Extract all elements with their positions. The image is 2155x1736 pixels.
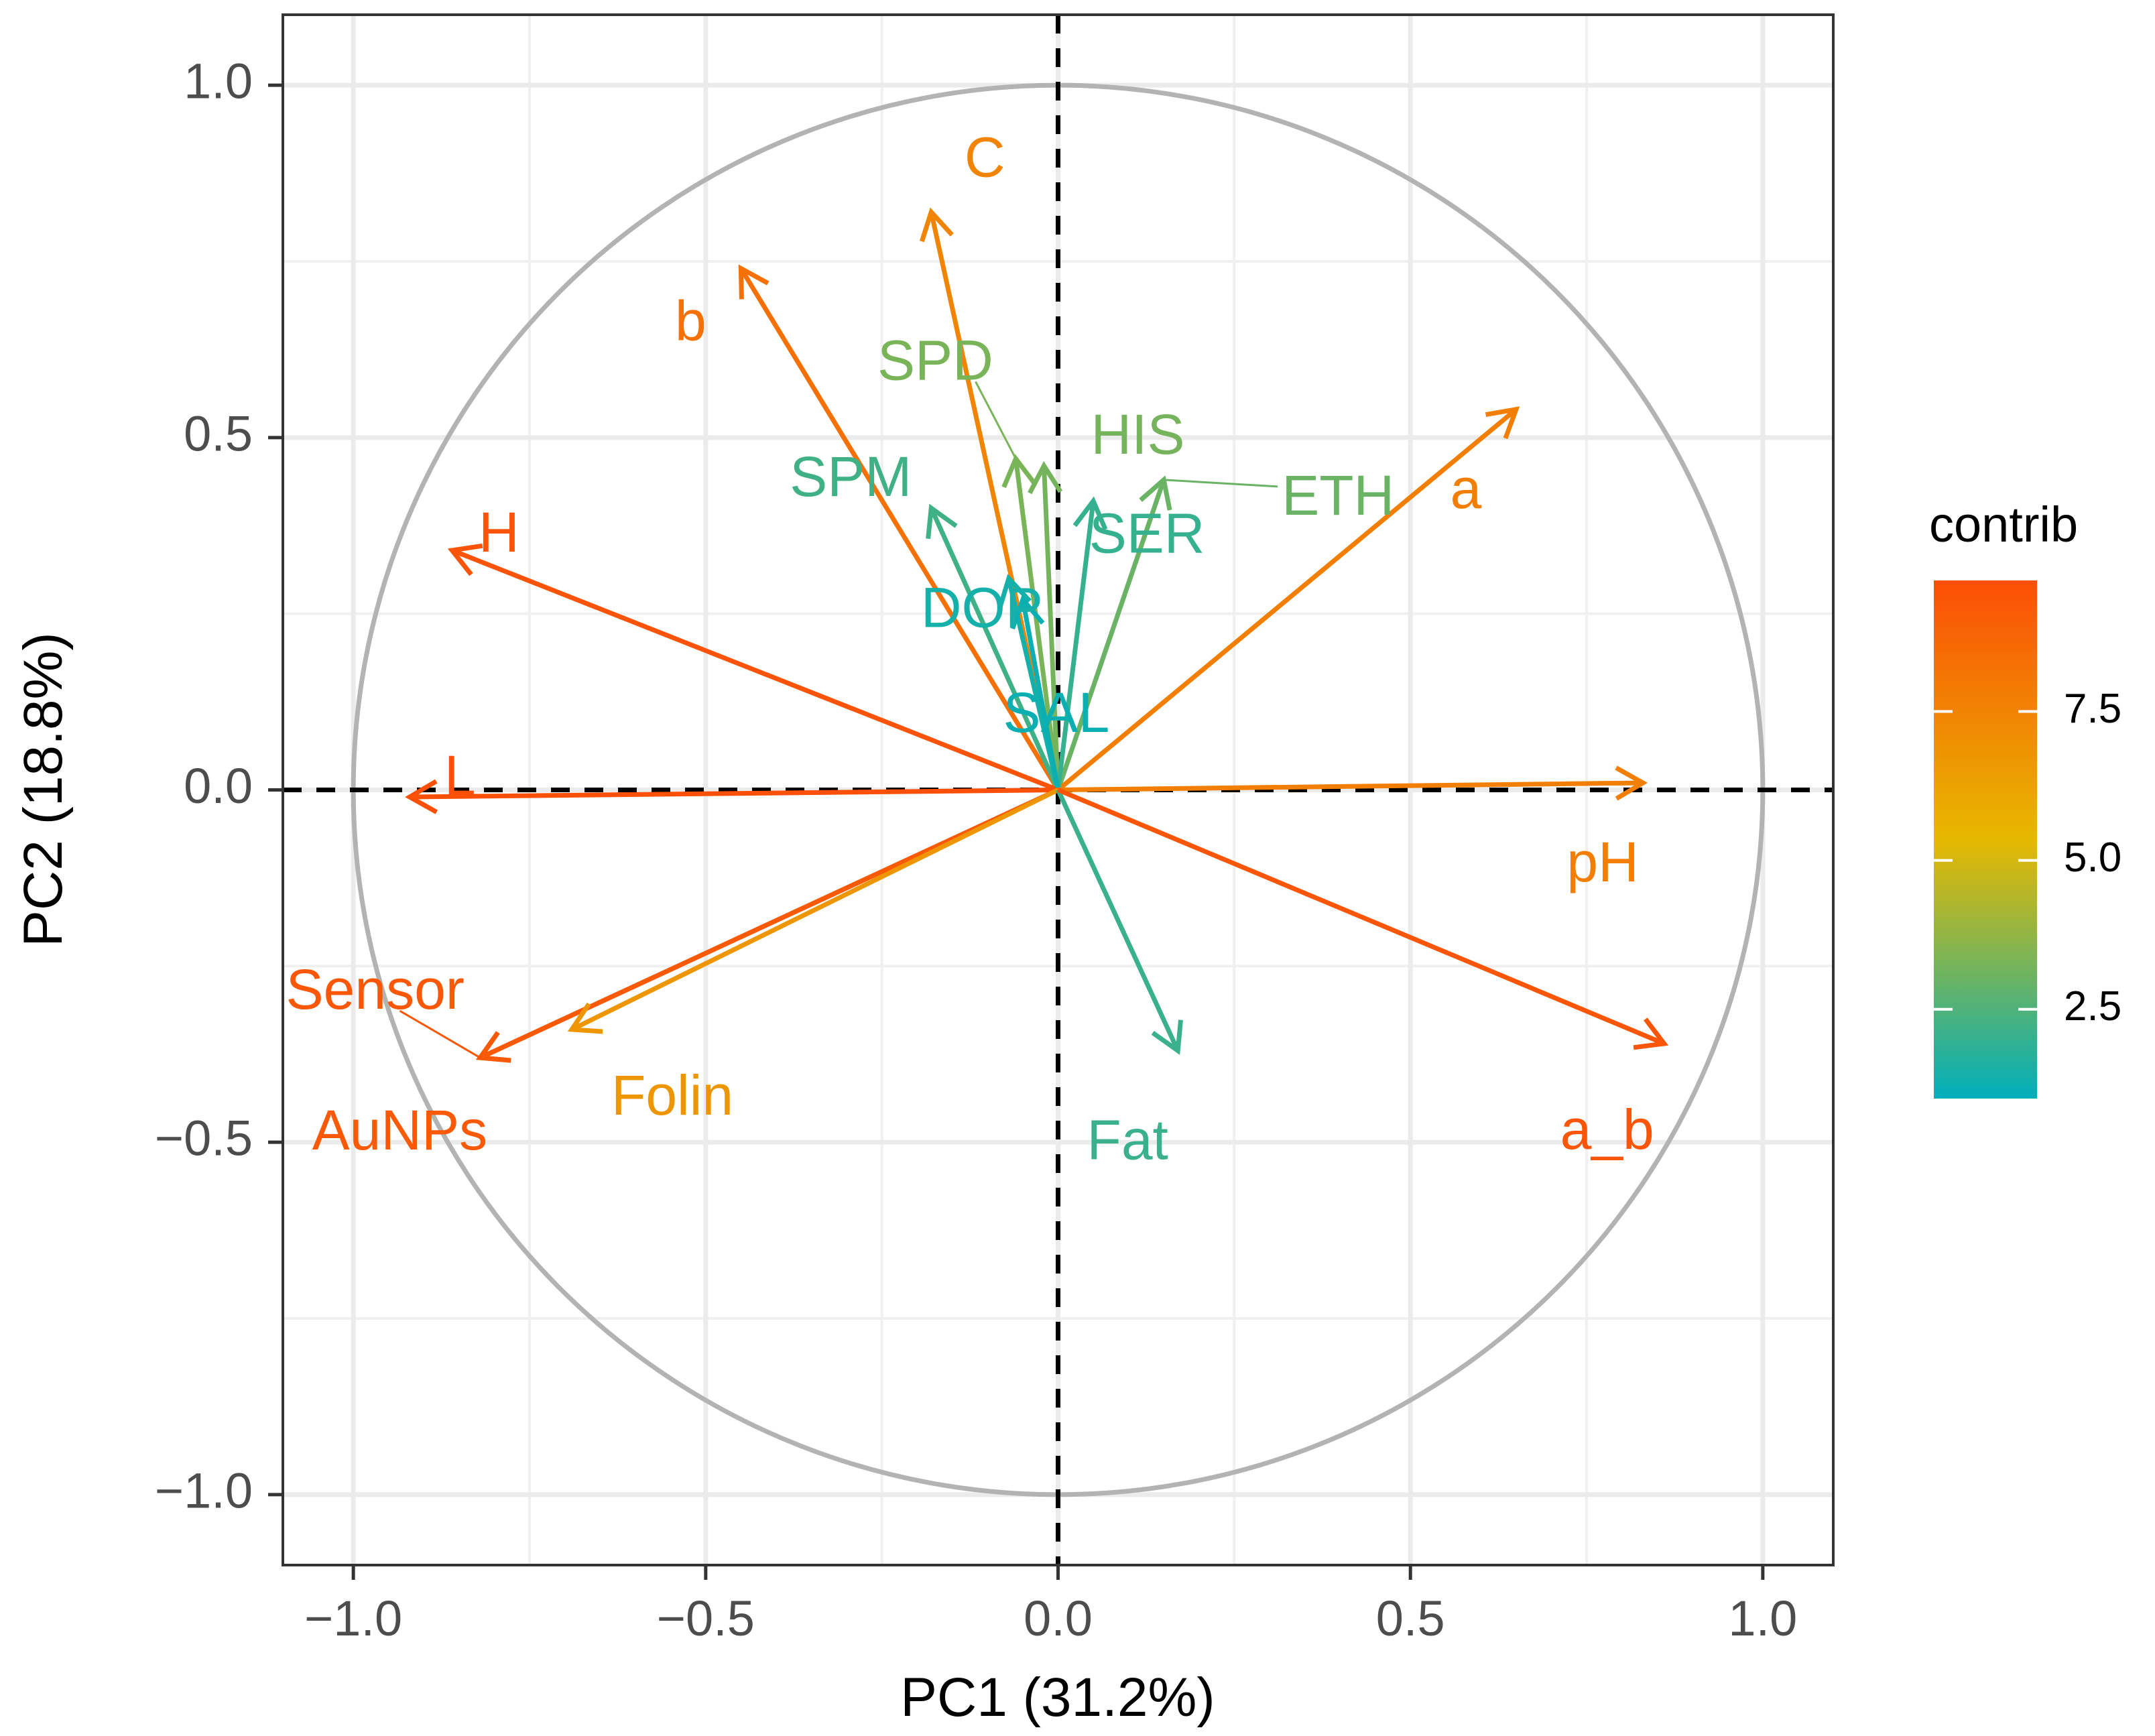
- arrow-pH: [1058, 780, 1644, 792]
- arrowhead-a: [1485, 406, 1520, 440]
- arrowhead-L: [405, 779, 438, 814]
- arrow-SPD: [1013, 458, 1060, 790]
- legend-ticks: 2.5 5.0 7.5: [1934, 686, 2121, 1030]
- y-tick-label: −1.0: [155, 1463, 253, 1518]
- label-L: L: [444, 744, 476, 807]
- arrow-a: [1056, 408, 1518, 792]
- y-axis: −1.0 −0.5 0.0 0.5 1.0: [155, 54, 283, 1518]
- label-DOP: DOP: [921, 576, 1043, 639]
- label-H: H: [479, 501, 519, 564]
- y-tick-label: 1.0: [184, 54, 253, 109]
- arrowhead-DOP: [997, 574, 1032, 609]
- arrow-SER: [1056, 501, 1096, 790]
- label-pH: pH: [1566, 830, 1638, 893]
- legend-tick-label: 7.5: [2064, 686, 2121, 732]
- arrowhead-H: [447, 543, 483, 576]
- label-Folin: Folin: [611, 1064, 733, 1127]
- label-HIS: HIS: [1091, 403, 1184, 466]
- arrow-b: [739, 267, 1060, 792]
- label-nSensor: nSensor: [255, 958, 465, 1021]
- y-tick-label: −0.5: [155, 1111, 253, 1166]
- arrow-L: [410, 788, 1058, 800]
- legend: contrib 2.5 5.0 7.5: [1929, 497, 2121, 1099]
- label-SPM: SPM: [790, 445, 912, 508]
- legend-tick-label: 2.5: [2064, 983, 2121, 1030]
- arrow-HIS: [1041, 465, 1060, 790]
- legend-colorbar: [1934, 580, 2037, 1099]
- label-Fat: Fat: [1087, 1109, 1168, 1172]
- arrowhead-b: [738, 264, 769, 300]
- y-tick-label: 0.5: [184, 406, 253, 461]
- arrowhead-HIS: [1028, 460, 1063, 495]
- variable-arrows: [405, 207, 1669, 1063]
- legend-title: contrib: [1929, 497, 2078, 552]
- arrowhead-SAL: [1010, 595, 1045, 630]
- y-tick-label: 0.0: [184, 758, 253, 814]
- x-axis: −1.0 −0.5 0.0 0.5 1.0: [304, 1565, 1797, 1646]
- arrow-SAL: [1020, 599, 1060, 791]
- leader-nSensor: [399, 1009, 481, 1059]
- arrow-Fat: [1056, 789, 1180, 1052]
- arrowhead-SER: [1072, 496, 1108, 531]
- variable-labels: Cb SPD HIS SPM ETH a H DOP SER SAL LpH nSensor AuNPs…: [255, 126, 1654, 1172]
- arrow-SPM: [929, 507, 1060, 791]
- x-tick-label: 1.0: [1728, 1591, 1797, 1646]
- label-C: C: [965, 126, 1005, 189]
- arrowhead-C: [919, 207, 954, 243]
- x-tick-label: −1.0: [304, 1591, 402, 1646]
- arrow-Folin: [570, 788, 1060, 1032]
- arrow-ETH: [1056, 479, 1166, 791]
- x-tick-label: 0.0: [1024, 1591, 1093, 1646]
- arrowhead-a_b: [1633, 1017, 1669, 1050]
- leader-SPD: [975, 381, 1017, 460]
- arrowhead-Fat: [1151, 1019, 1183, 1055]
- label-b: b: [675, 290, 706, 353]
- label-SER: SER: [1089, 502, 1205, 565]
- arrow-AuNPs: [479, 788, 1059, 1060]
- arrowhead-pH: [1615, 765, 1648, 801]
- legend-tick-label: 5.0: [2064, 834, 2121, 881]
- y-axis-label: PC2 (18.8%): [13, 632, 74, 946]
- label-SPD: SPD: [877, 329, 993, 392]
- leader-ETH: [1164, 479, 1278, 488]
- x-tick-label: 0.5: [1376, 1591, 1445, 1646]
- x-tick-label: −0.5: [657, 1591, 755, 1646]
- x-axis-label: PC1 (31.2%): [900, 1667, 1215, 1728]
- arrowhead-Folin: [567, 1002, 603, 1034]
- arrow-H: [451, 548, 1059, 792]
- arrowhead-SPM: [926, 503, 958, 540]
- arrow-a_b: [1057, 788, 1666, 1046]
- label-ETH: ETH: [1282, 464, 1394, 527]
- label-SAL: SAL: [1003, 681, 1110, 744]
- label-AuNPs: AuNPs: [312, 1099, 487, 1162]
- label-a_b: a_b: [1560, 1098, 1654, 1161]
- label-a: a: [1451, 457, 1482, 520]
